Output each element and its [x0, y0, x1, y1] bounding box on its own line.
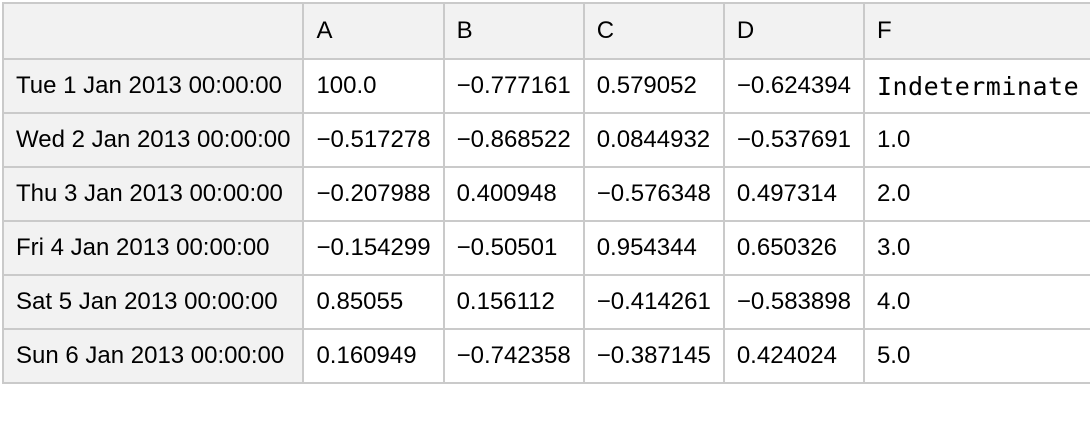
table-cell: 0.156112: [442, 274, 585, 330]
table-cell: 0.0844932: [582, 112, 725, 168]
dataset-table: A B C D F Tue 1 Jan 2013 00:00:00 100.0 …: [1, 2, 1090, 384]
table-cell: −0.387145: [582, 328, 725, 384]
row-label: Sat 5 Jan 2013 00:00:00: [1, 274, 305, 330]
table-cell: 0.579052: [582, 58, 725, 114]
row-label: Wed 2 Jan 2013 00:00:00: [1, 112, 305, 168]
table-cell: 0.650326: [722, 220, 865, 276]
table-cell: −0.583898: [722, 274, 865, 330]
table-cell: 0.424024: [722, 328, 865, 384]
table-cell: 1.0: [862, 112, 1090, 168]
table-cell: −0.537691: [722, 112, 865, 168]
table-cell: −0.154299: [302, 220, 445, 276]
table-cell: 2.0: [862, 166, 1090, 222]
table-cell: −0.50501: [442, 220, 585, 276]
table-row: Fri 4 Jan 2013 00:00:00 −0.154299 −0.505…: [1, 220, 1090, 276]
column-header-c: C: [582, 2, 725, 60]
table-cell: −0.414261: [582, 274, 725, 330]
row-label: Tue 1 Jan 2013 00:00:00: [1, 58, 305, 114]
table-cell: 0.85055: [302, 274, 445, 330]
table-cell: 0.954344: [582, 220, 725, 276]
table-cell: 0.400948: [442, 166, 585, 222]
row-label: Thu 3 Jan 2013 00:00:00: [1, 166, 305, 222]
table-row: Tue 1 Jan 2013 00:00:00 100.0 −0.777161 …: [1, 58, 1090, 114]
table-row: Sat 5 Jan 2013 00:00:00 0.85055 0.156112…: [1, 274, 1090, 330]
table-cell: −0.624394: [722, 58, 865, 114]
table-cell: −0.777161: [442, 58, 585, 114]
table-row: Sun 6 Jan 2013 00:00:00 0.160949 −0.7423…: [1, 328, 1090, 384]
table-cell: 0.160949: [302, 328, 445, 384]
table-cell: 4.0: [862, 274, 1090, 330]
table-cell: 3.0: [862, 220, 1090, 276]
table-cell: −0.742358: [442, 328, 585, 384]
table-cell: 100.0: [302, 58, 445, 114]
table-row: Wed 2 Jan 2013 00:00:00 −0.517278 −0.868…: [1, 112, 1090, 168]
table-cell: −0.576348: [582, 166, 725, 222]
corner-header: [1, 2, 305, 60]
table-cell: −0.517278: [302, 112, 445, 168]
column-header-a: A: [302, 2, 445, 60]
row-label: Sun 6 Jan 2013 00:00:00: [1, 328, 305, 384]
table-cell: −0.207988: [302, 166, 445, 222]
table-cell: −0.868522: [442, 112, 585, 168]
table-cell: 0.497314: [722, 166, 865, 222]
column-header-b: B: [442, 2, 585, 60]
header-row: A B C D F: [1, 2, 1090, 60]
indeterminate-cell: Indeterminate: [862, 58, 1090, 114]
column-header-f: F: [862, 2, 1090, 60]
row-label: Fri 4 Jan 2013 00:00:00: [1, 220, 305, 276]
table-cell: 5.0: [862, 328, 1090, 384]
table-row: Thu 3 Jan 2013 00:00:00 −0.207988 0.4009…: [1, 166, 1090, 222]
column-header-d: D: [722, 2, 865, 60]
